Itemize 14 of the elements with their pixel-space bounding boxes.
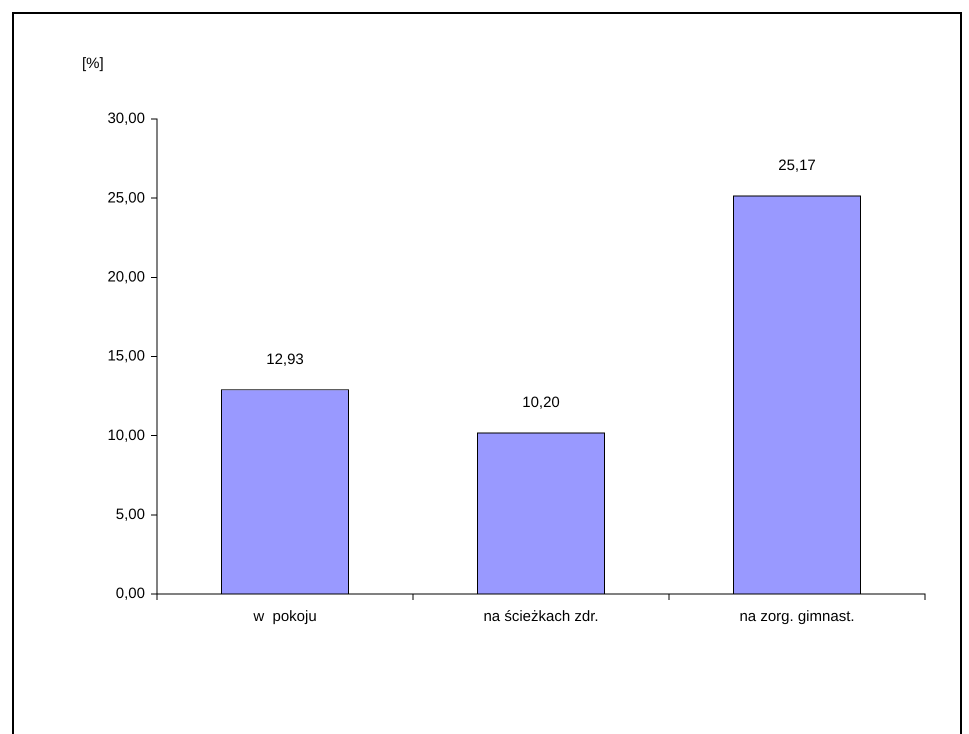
y-tick-label: 15,00 [107,348,145,365]
y-tick-label: 30,00 [107,110,145,128]
data-label: 25,17 [778,157,816,174]
y-tick-label: 0,00 [116,585,145,602]
y-tick-label: 10,00 [107,426,145,444]
x-tick-label: na zorg. gimnast. [739,608,855,626]
data-label: 10,20 [522,394,560,412]
y-tick-label: 5,00 [116,506,145,523]
y-tick-label: 25,00 [107,189,145,206]
data-label: 12,93 [266,350,304,368]
x-tick-label: w pokoju [252,608,317,626]
y-tick-label: 20,00 [107,268,145,286]
y-axis-title: [%] [82,55,104,72]
x-tick-label: na ścieżkach zdr. [483,608,599,626]
